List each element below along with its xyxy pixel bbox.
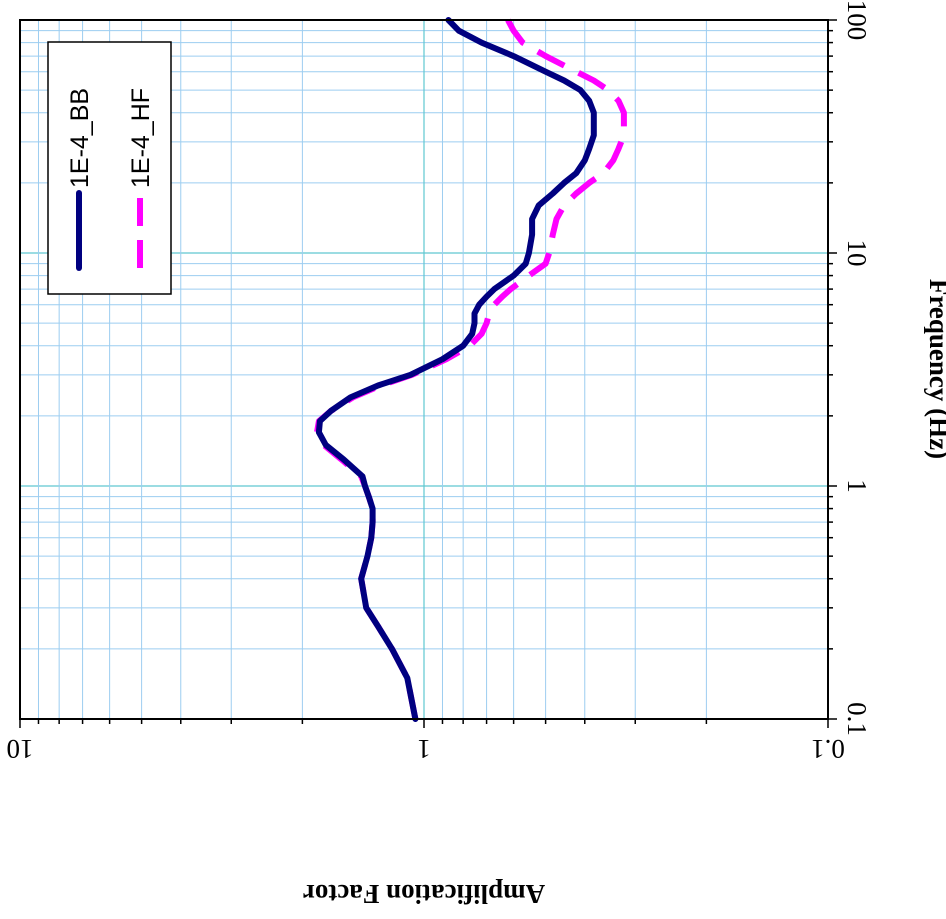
legend: 1E-4_BB 1E-4_HF (47, 41, 172, 295)
series-line-1e-4-hf (314, 18, 627, 720)
legend-box (47, 41, 172, 295)
y-tick-label: 1 (417, 734, 431, 764)
x-axis-title: Frequency (Hz) (924, 279, 946, 459)
x-tick-label: 10 (842, 240, 872, 267)
y-tick-label: 0.1 (811, 734, 845, 764)
x-tick-label: 1 (842, 479, 872, 493)
series-layer (314, 17, 627, 722)
axes (19, 19, 837, 728)
x-tick-labels: 0.1 1 10 100 (842, 0, 872, 736)
grid (20, 20, 829, 720)
legend-label-hf: 1E-4_HF (127, 88, 155, 188)
y-tick-label: 10 (7, 734, 34, 764)
series-line-1e-4-bb (315, 17, 597, 722)
legend-label-bb: 1E-4_BB (66, 88, 94, 188)
x-tick-label: 0.1 (842, 702, 872, 736)
y-axis-title: Amplification Factor (303, 879, 545, 909)
y-tick-labels: 10 1 0.1 (7, 734, 845, 764)
x-tick-label: 100 (842, 0, 872, 40)
